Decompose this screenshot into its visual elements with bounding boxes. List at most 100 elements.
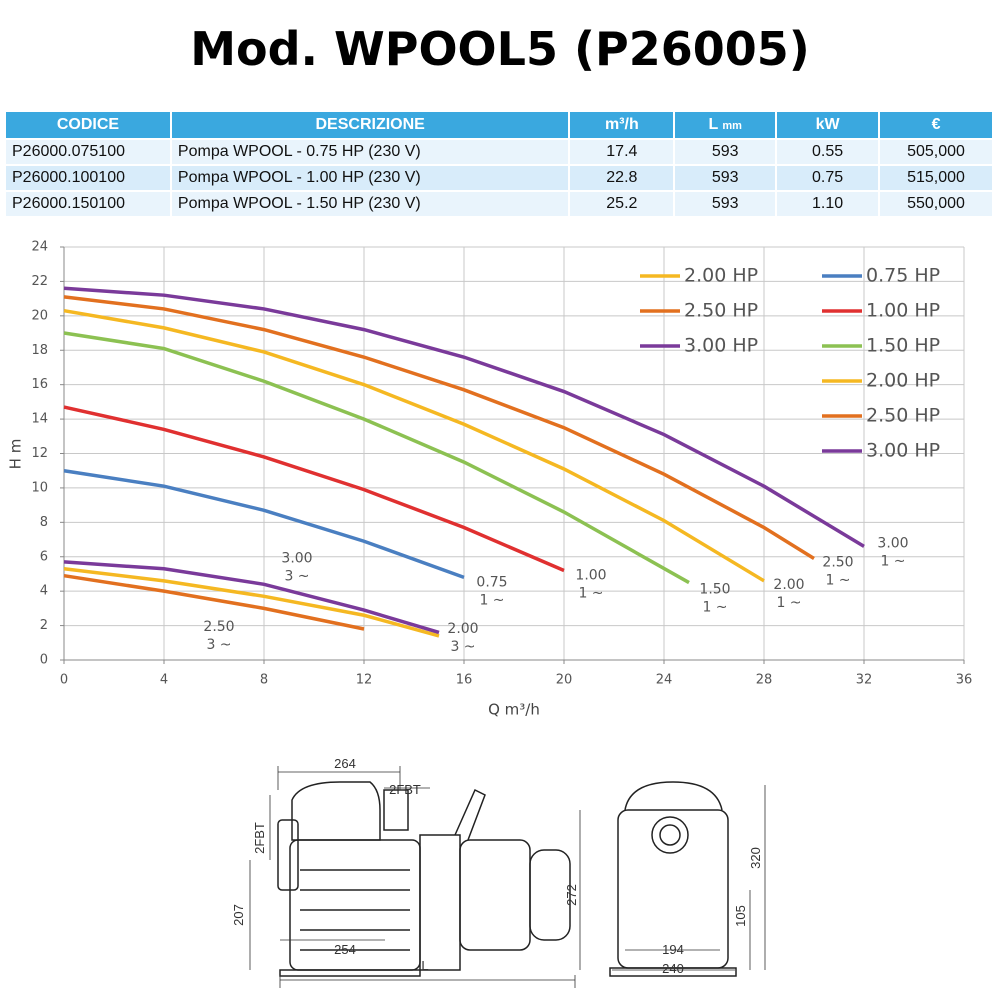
y-tick-label: 4 [40, 584, 48, 599]
curve-label: 3 ~ [206, 637, 231, 653]
header-unit: mm [722, 120, 742, 132]
curve-label: 1 ~ [776, 595, 801, 611]
inlet [277, 819, 299, 891]
dimension: 264 [334, 756, 356, 771]
curve-label: 1 ~ [825, 572, 850, 588]
motor-cap [529, 849, 571, 941]
curve-label: 3.00 [281, 550, 312, 566]
table-cell: P26000.075100 [6, 138, 172, 165]
x-tick-label: 0 [60, 673, 68, 688]
header-text: L [708, 116, 718, 133]
dimension: 207 [231, 904, 246, 926]
header-cell: CODICE [6, 112, 172, 139]
table-cell: 0.55 [776, 138, 881, 165]
legend-label: 0.75 HP [866, 265, 940, 287]
legend-label: 1.50 HP [866, 335, 940, 357]
table-cell: 1.10 [776, 190, 881, 216]
y-tick-label: 0 [40, 653, 48, 668]
curve-label: 1.00 [575, 568, 606, 584]
y-axis-label: H m [7, 439, 25, 470]
legend-label: 2.50 HP [684, 300, 758, 322]
curve [63, 405, 565, 573]
handle [454, 788, 486, 841]
curve-label: 1 ~ [578, 586, 603, 602]
curve-label: 1 ~ [702, 600, 727, 616]
x-tick-label: 24 [656, 673, 673, 688]
curve-label: 1 ~ [479, 592, 504, 608]
header-cell: € [879, 112, 994, 139]
header-cell: kW [776, 112, 881, 139]
table-cell: 593 [674, 190, 778, 216]
table-cell: P26000.150100 [6, 190, 172, 216]
table-cell: 0.75 [776, 164, 881, 191]
y-tick-label: 22 [31, 274, 48, 289]
dimension: L [421, 958, 428, 973]
y-tick-label: 24 [31, 240, 48, 255]
x-tick-label: 32 [856, 673, 873, 688]
curve-label: 2.00 [773, 577, 804, 593]
legend-label: 2.00 HP [684, 265, 758, 287]
x-tick-label: 16 [456, 673, 473, 688]
x-tick-label: 8 [260, 673, 268, 688]
table-row: P26000.150100 Pompa WPOOL - 1.50 HP (230 … [6, 190, 994, 216]
front-port [651, 816, 689, 854]
y-tick-label: 8 [40, 515, 48, 530]
page-title: Mod. WPOOL5 (P26005) [190, 22, 810, 76]
table-cell: 550,000 [879, 190, 994, 216]
dimension: 105 [733, 905, 748, 927]
y-tick-label: 6 [40, 549, 48, 564]
front-base [609, 967, 737, 977]
table-cell: Pompa WPOOL - 0.75 HP (230 V) [170, 138, 571, 165]
x-tick-label: 4 [160, 673, 168, 688]
pump-drawing: 264 2FBT 2FBT 207 272 254 L 320 105 194 … [231, 756, 766, 988]
curve-label: 1.50 [699, 582, 730, 598]
curve [63, 331, 690, 585]
curve [63, 573, 365, 631]
base [279, 969, 421, 977]
curve-label: 1 ~ [880, 553, 905, 569]
curve-label: 3.00 [877, 535, 908, 551]
table-cell: 505,000 [879, 138, 994, 165]
table-body: P26000.075100 Pompa WPOOL - 0.75 HP (230 … [6, 138, 994, 216]
header-cell: m³/h [569, 112, 676, 139]
pump-lid [291, 781, 381, 841]
curve-label: 3 ~ [284, 568, 309, 584]
curve [63, 286, 865, 548]
curve-label: 3 ~ [450, 639, 475, 655]
curve-label: 2.50 [203, 619, 234, 635]
y-tick-label: 14 [31, 412, 48, 427]
table-cell: 515,000 [879, 164, 994, 191]
x-axis-label: Q m³/h [488, 701, 540, 719]
dimension: 194 [662, 942, 684, 957]
y-tick-label: 20 [31, 308, 48, 323]
motor [459, 839, 531, 951]
header-cell: L mm [674, 112, 778, 139]
y-tick-label: 12 [31, 446, 48, 461]
table-cell: 22.8 [569, 164, 676, 191]
dimension: 240 [662, 961, 684, 976]
legend-label: 3.00 HP [866, 440, 940, 462]
curve [63, 567, 440, 638]
curve [63, 468, 465, 580]
curve [63, 295, 815, 560]
table-cell: 25.2 [569, 190, 676, 216]
y-tick-label: 2 [40, 618, 48, 633]
table-cell: 17.4 [569, 138, 676, 165]
dimension: 320 [748, 847, 763, 869]
table-cell: 593 [674, 138, 778, 165]
x-tick-label: 28 [756, 673, 773, 688]
table-cell: Pompa WPOOL - 1.50 HP (230 V) [170, 190, 571, 216]
x-tick-label: 20 [556, 673, 573, 688]
legend-label: 2.00 HP [866, 370, 940, 392]
front-port-inner [659, 824, 681, 846]
legend-label: 3.00 HP [684, 335, 758, 357]
dimension: 254 [334, 942, 356, 957]
dimension: 2FBT [389, 782, 421, 797]
curve-label: 2.50 [822, 554, 853, 570]
y-tick-label: 16 [31, 377, 48, 392]
header-cell: DESCRIZIONE [170, 112, 571, 139]
dimension-lines [249, 766, 766, 988]
table-cell: 593 [674, 164, 778, 191]
